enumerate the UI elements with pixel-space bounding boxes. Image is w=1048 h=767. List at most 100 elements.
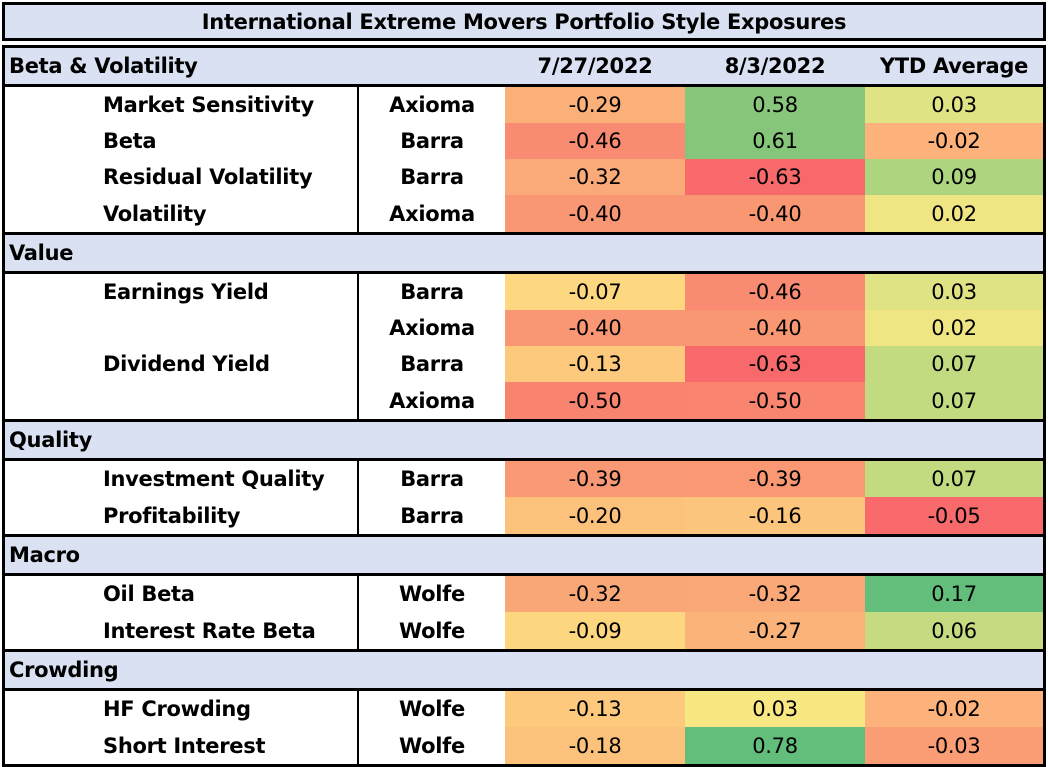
exposure-value: 0.09 [865,159,1043,195]
model-source: Axioma [389,93,475,117]
exposure-value: -0.27 [685,612,865,649]
factor-name: Oil Beta [5,576,359,612]
exposure-value: 0.78 [685,727,865,764]
model-source: Barra [400,352,464,376]
section-name: Quality [9,428,92,452]
exposure-value: -0.13 [505,346,685,382]
section-header: Beta & Volatility 7/27/2022 8/3/2022 YTD Av… [5,48,1043,87]
table-row: Investment Quality Barra -0.39 -0.39 0.07 [5,461,1043,497]
exposure-value: -0.39 [685,461,865,497]
section-header: Value [5,235,1043,274]
exposure-value: 0.61 [685,123,865,159]
exposure-value: -0.16 [685,497,865,534]
factor-name [5,382,359,419]
table-row: Volatility Axioma -0.40 -0.40 0.02 [5,195,1043,232]
exposure-value: -0.02 [865,123,1043,159]
table-row: HF Crowding Wolfe -0.13 0.03 -0.02 [5,691,1043,727]
exposure-value: -0.40 [505,310,685,346]
table-row: Market Sensitivity Axioma -0.29 0.58 0.03 [5,87,1043,123]
model-source: Barra [400,467,464,491]
exposure-value: -0.46 [505,123,685,159]
exposure-value: -0.07 [505,274,685,310]
table-title: International Extreme Movers Portfolio S… [2,2,1046,41]
model-source: Axioma [389,388,475,413]
column-header: 7/27/2022 [537,54,653,78]
factor-name: Profitability [5,497,359,534]
section-body: Market Sensitivity Axioma -0.29 0.58 0.03 Bet… [5,87,1043,235]
exposure-value: 0.07 [865,346,1043,382]
model-source: Wolfe [399,582,465,606]
section-body: Oil Beta Wolfe -0.32 -0.32 0.17 Interest Rate… [5,576,1043,652]
model-source: Wolfe [399,733,465,758]
factor-name: Market Sensitivity [5,87,359,123]
section-header: Crowding [5,652,1043,691]
exposure-value: -0.39 [505,461,685,497]
factor-name: Short Interest [5,727,359,764]
exposure-value: -0.63 [685,159,865,195]
exposure-value: 0.07 [865,461,1043,497]
section-body: HF Crowding Wolfe -0.13 0.03 -0.02 Short Inte… [5,691,1043,764]
exposure-value: 0.17 [865,576,1043,612]
exposure-value: -0.32 [505,159,685,195]
exposure-value: 0.02 [865,310,1043,346]
style-exposures-table: Beta & Volatility 7/27/2022 8/3/2022 YTD Av… [2,45,1046,767]
section-body: Investment Quality Barra -0.39 -0.39 0.07 Pro… [5,461,1043,537]
exposure-value: -0.40 [505,195,685,232]
model-source: Axioma [389,316,475,340]
column-header: YTD Average [879,54,1029,78]
factor-name: HF Crowding [5,691,359,727]
table-row: Short Interest Wolfe -0.18 0.78 -0.03 [5,727,1043,764]
factor-name: Residual Volatility [5,159,359,195]
model-source: Barra [400,129,464,153]
section-header: Quality [5,422,1043,461]
exposure-value: 0.03 [865,274,1043,310]
factor-name: Investment Quality [5,461,359,497]
exposure-value: -0.03 [865,727,1043,764]
section-body: Earnings Yield Barra -0.07 -0.46 0.03 Axioma -… [5,274,1043,422]
exposure-value: 0.07 [865,382,1043,419]
table-row: Oil Beta Wolfe -0.32 -0.32 0.17 [5,576,1043,612]
exposure-value: -0.18 [505,727,685,764]
exposure-value: -0.09 [505,612,685,649]
factor-name: Beta [5,123,359,159]
exposure-value: -0.32 [505,576,685,612]
exposure-value: -0.13 [505,691,685,727]
exposure-value: 0.06 [865,612,1043,649]
section-name: Crowding [9,658,119,682]
exposure-value: 0.02 [865,195,1043,232]
model-source: Barra [400,280,464,304]
table-row: Residual Volatility Barra -0.32 -0.63 0.09 [5,159,1043,195]
exposure-value: -0.50 [685,382,865,419]
factor-name: Dividend Yield [5,346,359,382]
table-row: Axioma -0.40 -0.40 0.02 [5,310,1043,346]
table-row: Axioma -0.50 -0.50 0.07 [5,382,1043,419]
section-name: Value [9,241,74,265]
model-source: Wolfe [399,697,465,721]
factor-name: Earnings Yield [5,274,359,310]
section-header: Macro [5,537,1043,576]
exposure-value: 0.58 [685,87,865,123]
section-name: Macro [9,543,80,567]
table-row: Interest Rate Beta Wolfe -0.09 -0.27 0.06 [5,612,1043,649]
model-source: Barra [400,503,464,528]
exposure-value: 0.03 [685,691,865,727]
exposure-value: -0.40 [685,310,865,346]
exposure-value: -0.29 [505,87,685,123]
table-row: Dividend Yield Barra -0.13 -0.63 0.07 [5,346,1043,382]
model-source: Axioma [389,201,475,226]
section-name: Beta & Volatility [9,54,198,78]
factor-name: Interest Rate Beta [5,612,359,649]
exposure-value: -0.46 [685,274,865,310]
exposure-value: -0.20 [505,497,685,534]
exposure-value: -0.50 [505,382,685,419]
model-source: Barra [400,165,464,189]
factor-name [5,310,359,346]
exposure-value: -0.02 [865,691,1043,727]
exposure-value: 0.03 [865,87,1043,123]
table-row: Beta Barra -0.46 0.61 -0.02 [5,123,1043,159]
model-source: Wolfe [399,618,465,643]
exposure-value: -0.40 [685,195,865,232]
table-row: Profitability Barra -0.20 -0.16 -0.05 [5,497,1043,534]
exposure-value: -0.63 [685,346,865,382]
exposure-value: -0.32 [685,576,865,612]
